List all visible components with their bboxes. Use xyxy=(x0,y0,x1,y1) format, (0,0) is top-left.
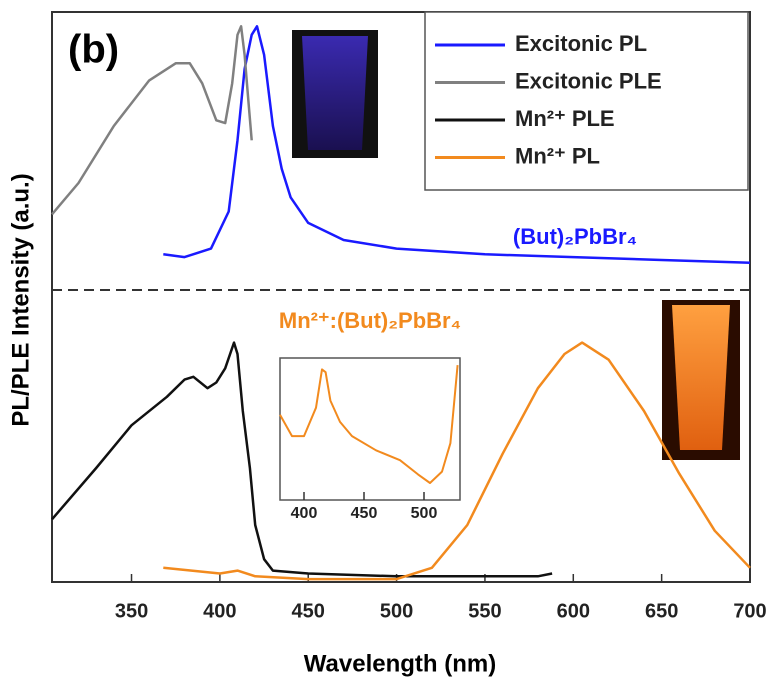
series-line xyxy=(163,341,751,581)
x-tick-label: 650 xyxy=(645,600,678,622)
annotation: (But)₂PbBr₄ xyxy=(513,224,637,249)
legend-label: Mn²⁺ PLE xyxy=(515,106,615,131)
series-line xyxy=(279,365,459,484)
x-tick-label: 550 xyxy=(468,600,501,622)
x-tick-label: 400 xyxy=(291,505,318,522)
x-tick-label: 500 xyxy=(411,505,438,522)
legend-label: Mn²⁺ PL xyxy=(515,143,600,168)
series-line xyxy=(51,25,253,216)
x-tick-label: 700 xyxy=(733,600,766,622)
annotation: Mn²⁺:(But)₂PbBr₄ xyxy=(279,308,461,333)
inset-frame xyxy=(279,357,461,501)
plot-frame xyxy=(51,11,751,583)
x-tick-label: 400 xyxy=(203,600,236,622)
x-tick-label: 600 xyxy=(557,600,590,622)
legend-label: Excitonic PLE xyxy=(515,68,662,93)
y-axis-label: PL/PLE Intensity (a.u.) xyxy=(7,173,34,426)
legend xyxy=(424,11,749,191)
series-line xyxy=(163,25,751,265)
x-tick-label: 450 xyxy=(351,505,378,522)
x-tick-label: 500 xyxy=(380,600,413,622)
series-line xyxy=(51,341,553,578)
x-tick-label: 450 xyxy=(292,600,325,622)
panel-label: (b) xyxy=(68,28,119,72)
photo-vial xyxy=(672,305,730,450)
x-axis-label: Wavelength (nm) xyxy=(304,650,496,677)
legend-label: Excitonic PL xyxy=(515,31,647,56)
photo-vial xyxy=(302,36,368,150)
x-tick-label: 350 xyxy=(115,600,148,622)
